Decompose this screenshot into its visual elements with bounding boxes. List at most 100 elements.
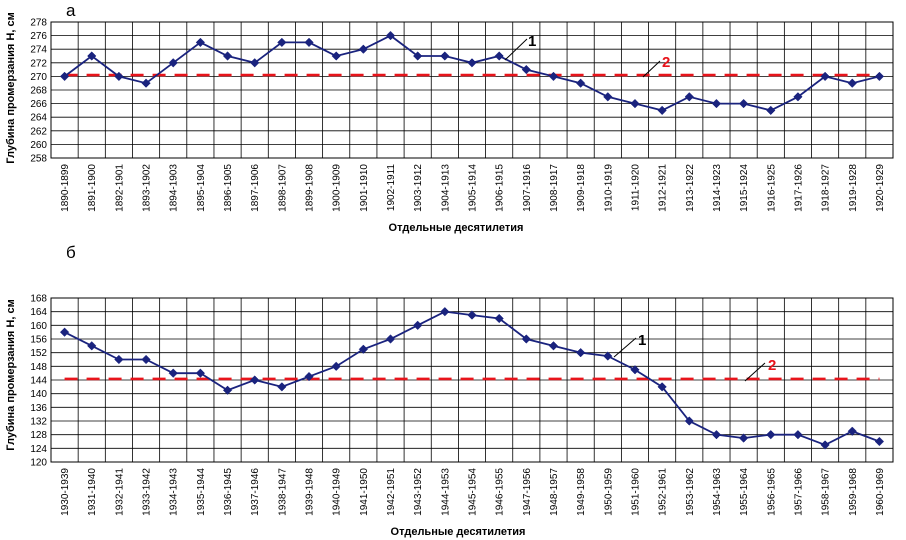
data-point-marker <box>440 51 450 61</box>
panel-a-series-1-markers <box>59 30 885 116</box>
data-point-marker <box>874 436 885 447</box>
x-tick-label: 1899-1908 <box>305 164 316 212</box>
panel-b-leader-1 <box>613 337 637 358</box>
data-point-marker <box>358 44 369 54</box>
data-point-marker <box>575 78 586 88</box>
x-tick-label: 1960-1969 <box>875 468 886 516</box>
y-tick-label: 264 <box>30 113 47 124</box>
panel-a-leader-1 <box>504 38 528 61</box>
x-tick-label: 1930-1939 <box>60 468 71 516</box>
data-point-marker <box>168 58 178 68</box>
data-point-marker <box>874 71 885 82</box>
data-point-marker <box>114 354 124 365</box>
data-point-marker <box>711 98 722 109</box>
panel-b-x-ticks: 1930-1939 1931-1940 1932-1941 1933-1942 1934… <box>60 468 886 516</box>
x-tick-label: 1919-1928 <box>848 164 859 212</box>
x-tick-label: 1954-1963 <box>712 468 723 516</box>
x-tick-label: 1890-1899 <box>60 164 71 212</box>
x-tick-label: 1898-1907 <box>277 164 288 212</box>
y-tick-label: 144 <box>30 376 47 387</box>
data-point-marker <box>304 371 314 382</box>
y-tick-label: 136 <box>30 403 47 414</box>
data-point-marker <box>195 37 206 48</box>
x-tick-label: 1937-1946 <box>250 468 261 516</box>
x-tick-label: 1900-1909 <box>332 164 343 212</box>
data-point-marker <box>250 58 260 68</box>
data-point-marker <box>141 78 151 88</box>
x-tick-label: 1944-1953 <box>440 468 451 516</box>
x-tick-label: 1892-1901 <box>114 164 125 212</box>
data-point-marker <box>250 375 260 385</box>
x-tick-label: 1915-1924 <box>739 164 750 212</box>
y-tick-label: 272 <box>30 58 47 69</box>
data-point-marker <box>657 382 667 392</box>
panel-b-letter: б <box>66 243 76 262</box>
data-point-marker <box>304 37 314 48</box>
y-tick-label: 148 <box>30 362 47 373</box>
y-tick-label: 124 <box>30 444 47 455</box>
panel-b-leader-2 <box>744 362 766 382</box>
y-tick-label: 260 <box>30 140 47 151</box>
x-tick-label: 1945-1954 <box>468 468 479 516</box>
data-point-marker <box>385 30 396 41</box>
data-point-marker <box>59 71 70 82</box>
y-tick-label: 156 <box>30 335 47 346</box>
x-tick-label: 1952-1961 <box>658 468 669 516</box>
data-point-marker <box>603 92 613 102</box>
data-point-marker <box>168 368 178 378</box>
panel-b-label-2: 2 <box>768 357 776 374</box>
data-point-marker <box>521 334 531 344</box>
data-point-marker <box>793 92 803 102</box>
x-tick-label: 1943-1952 <box>413 468 424 516</box>
data-point-marker <box>358 344 369 354</box>
x-tick-label: 1904-1913 <box>440 164 451 212</box>
x-tick-label: 1951-1960 <box>630 468 641 516</box>
data-point-marker <box>847 426 857 436</box>
data-point-marker <box>222 385 233 395</box>
y-tick-label: 128 <box>30 430 47 441</box>
data-point-marker <box>494 51 504 61</box>
data-point-marker <box>195 368 206 378</box>
x-tick-label: 1910-1919 <box>603 164 614 212</box>
data-point-marker <box>630 98 640 109</box>
panel-b-y-ticks: 120 124 128 132 136 140 144 148 152 156 160 164 168 <box>30 294 47 469</box>
data-point-marker <box>793 430 803 440</box>
x-tick-label: 1939-1948 <box>305 468 316 516</box>
x-tick-label: 1950-1959 <box>603 468 614 516</box>
data-point-marker <box>820 71 830 82</box>
y-tick-label: 268 <box>30 86 47 97</box>
data-point-marker <box>440 307 450 317</box>
x-tick-label: 1894-1903 <box>169 164 180 212</box>
y-tick-label: 276 <box>30 31 47 42</box>
data-point-marker <box>766 105 776 116</box>
y-tick-label: 132 <box>30 417 47 428</box>
data-point-marker <box>603 351 613 361</box>
panel-b-y-axis-title: Глубина промерзания Н, см <box>5 299 17 450</box>
data-point-marker <box>684 92 694 102</box>
x-tick-label: 1936-1945 <box>223 468 234 516</box>
x-tick-label: 1893-1902 <box>142 164 153 212</box>
x-tick-label: 1905-1914 <box>468 164 479 212</box>
data-point-marker <box>59 327 70 337</box>
y-tick-label: 258 <box>30 154 47 165</box>
data-point-marker <box>738 433 749 443</box>
x-tick-label: 1891-1900 <box>87 164 98 212</box>
x-tick-label: 1897-1906 <box>250 164 261 212</box>
data-point-marker <box>766 430 776 440</box>
data-point-marker <box>711 430 722 440</box>
data-point-marker <box>847 78 857 88</box>
x-tick-label: 1949-1958 <box>576 468 587 516</box>
x-tick-label: 1913-1922 <box>685 164 696 212</box>
y-tick-label: 262 <box>30 126 47 137</box>
data-point-marker <box>548 71 559 82</box>
data-point-marker <box>820 440 830 450</box>
x-tick-label: 1895-1904 <box>196 164 207 212</box>
panel-b-series-1-markers <box>59 307 885 450</box>
x-tick-label: 1918-1927 <box>821 164 832 212</box>
y-tick-label: 160 <box>30 321 47 332</box>
x-tick-label: 1901-1910 <box>359 164 370 212</box>
x-tick-label: 1957-1966 <box>793 468 804 516</box>
y-tick-label: 120 <box>30 458 47 469</box>
x-tick-label: 1934-1943 <box>169 468 180 516</box>
